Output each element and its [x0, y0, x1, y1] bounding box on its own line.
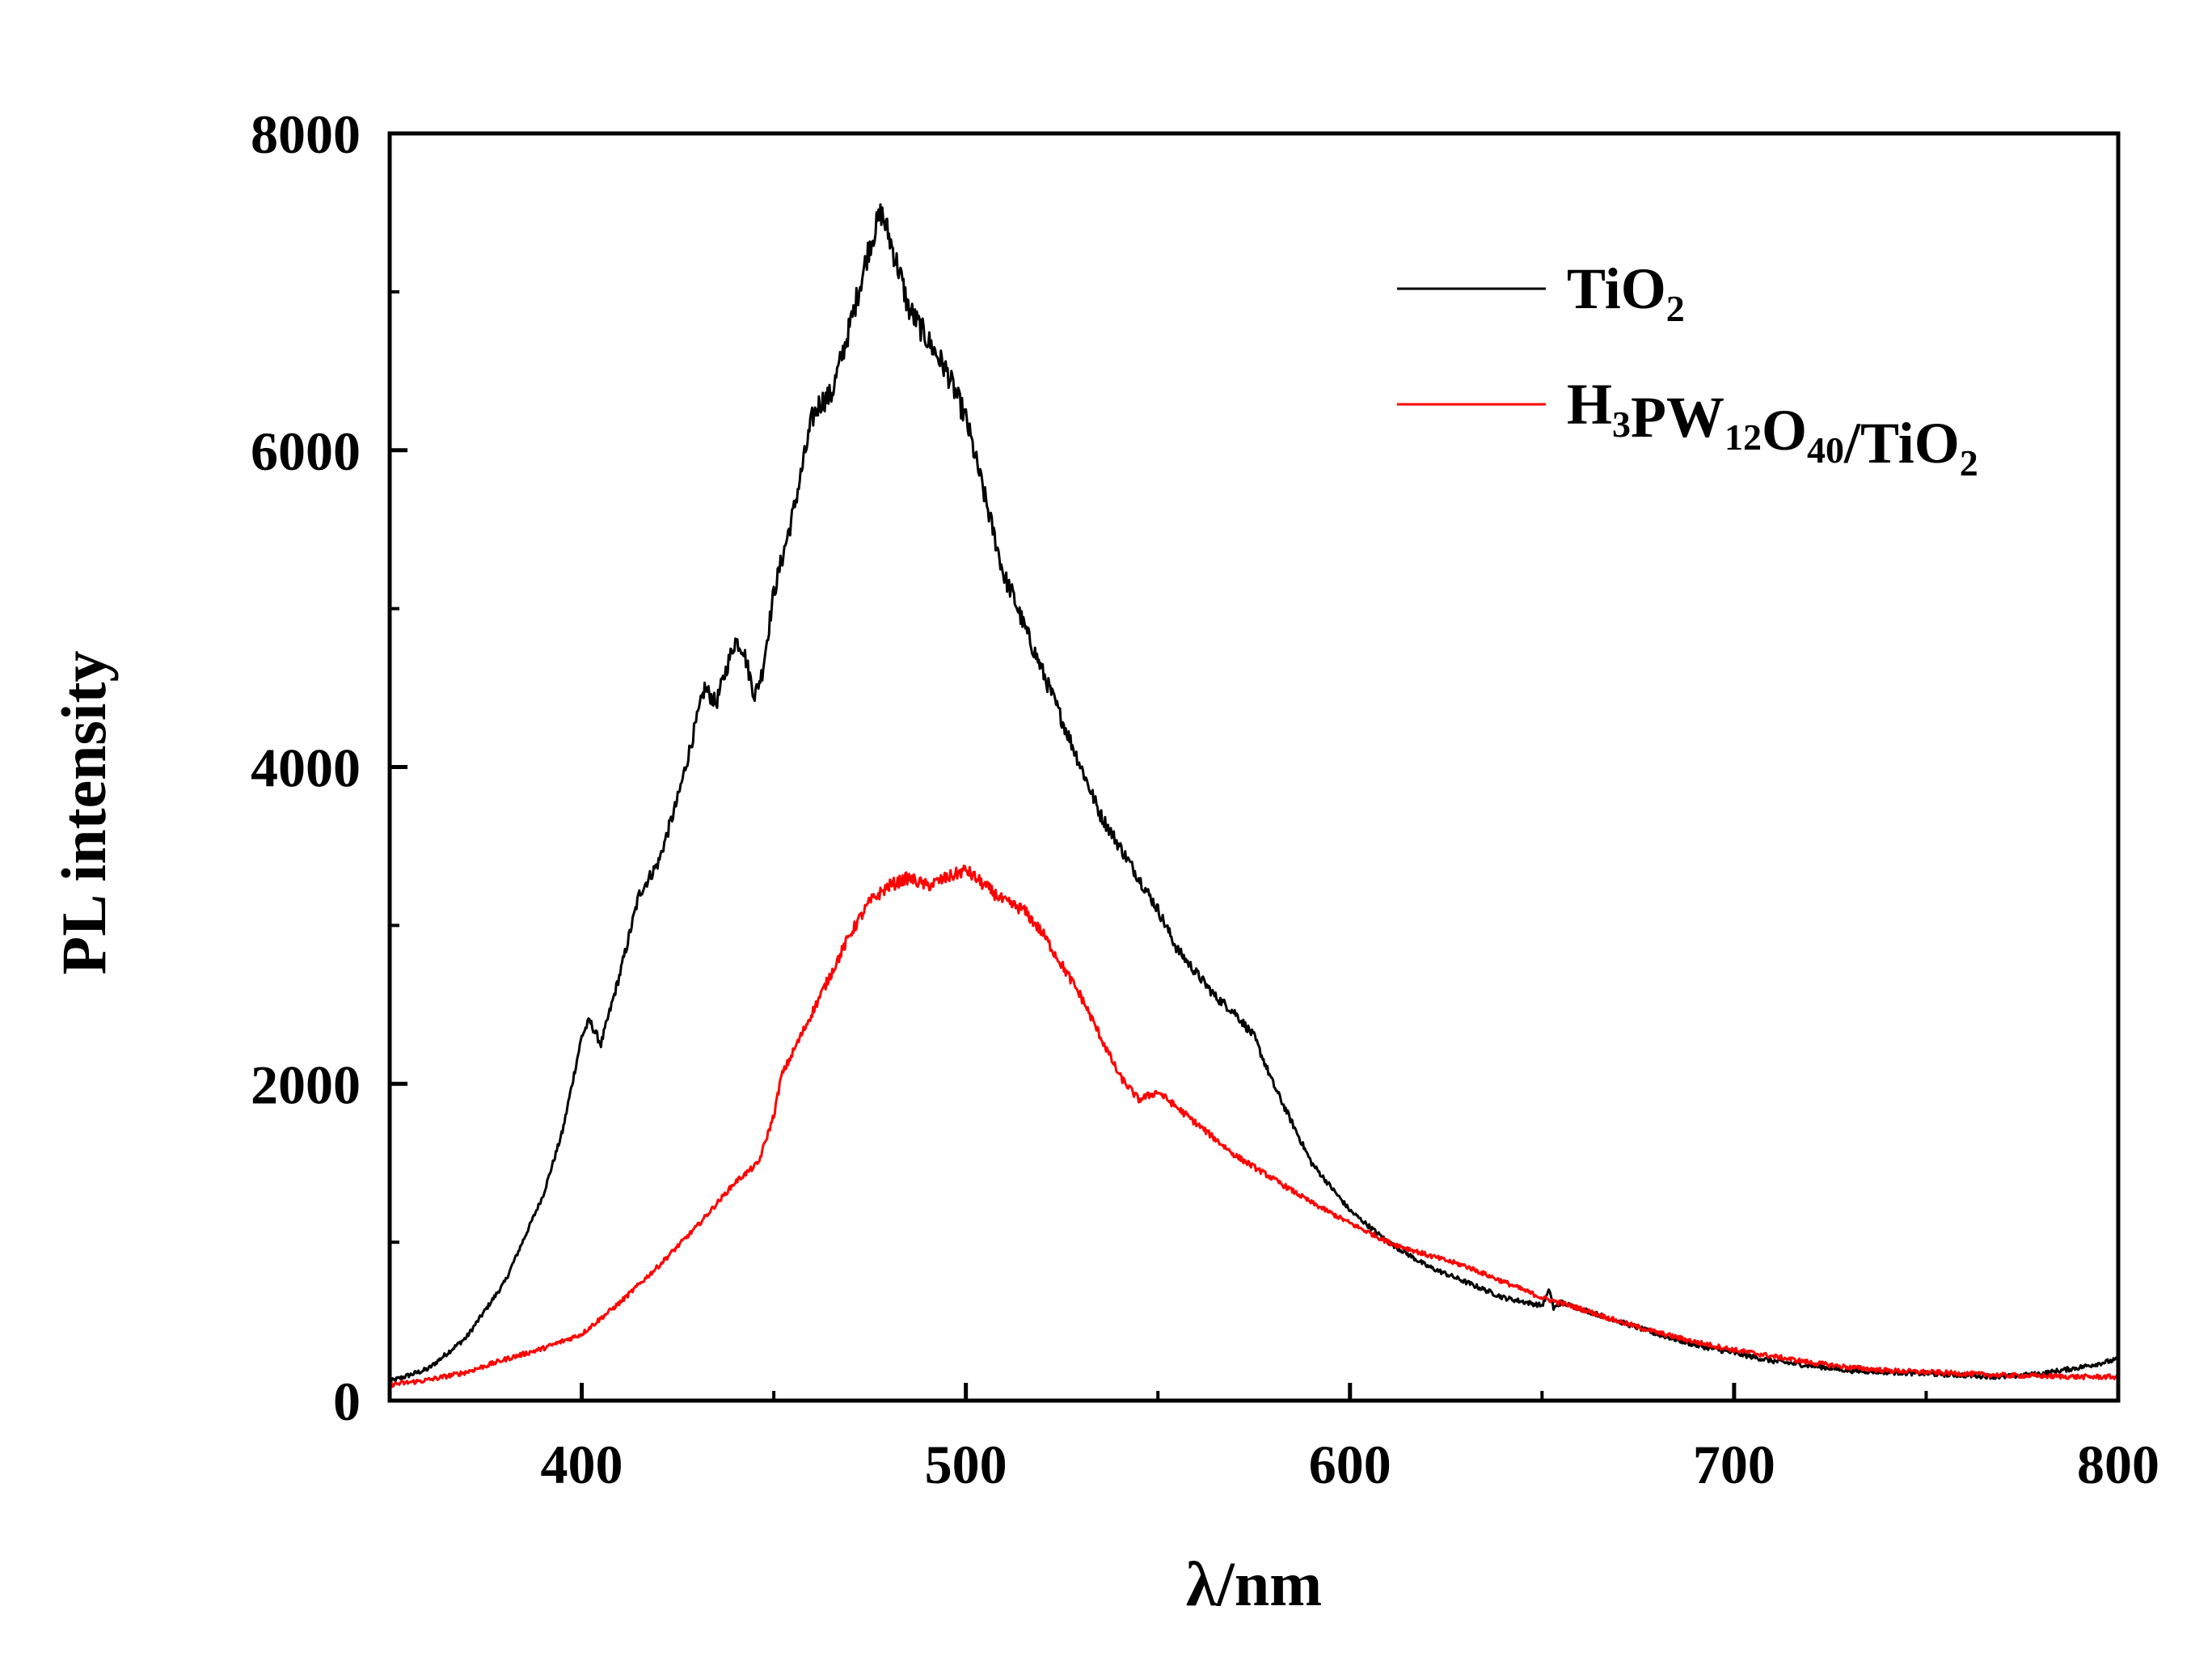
x-axis-title: λ/nm — [1186, 1549, 1322, 1619]
series-line-0 — [390, 203, 2118, 1384]
series-layer — [390, 203, 2118, 1388]
legend: TiO2 H3PW12O40/TiO2 — [1397, 256, 1978, 484]
y-tick-label: 6000 — [251, 421, 361, 482]
y-axis: 0 2000 4000 6000 8000 — [251, 104, 407, 1432]
legend-label-0: TiO2 — [1567, 256, 1685, 329]
x-tick-label: 700 — [1693, 1434, 1775, 1495]
x-tick-label: 800 — [2077, 1434, 2159, 1495]
y-tick-label: 4000 — [251, 738, 361, 799]
x-tick-label: 500 — [925, 1434, 1007, 1495]
x-axis: 400 500 600 700 800 — [388, 1383, 2159, 1495]
plot-frame — [387, 131, 2121, 1403]
x-tick-label: 400 — [541, 1434, 623, 1495]
y-tick-label: 2000 — [251, 1054, 361, 1115]
y-tick-label: 8000 — [251, 104, 361, 165]
x-tick-label: 600 — [1309, 1434, 1391, 1495]
series-line-1 — [390, 864, 2118, 1388]
legend-label-1: H3PW12O40/TiO2 — [1567, 372, 1978, 484]
y-tick-label: 0 — [333, 1371, 361, 1432]
y-axis-title: PL intensity — [49, 651, 119, 975]
